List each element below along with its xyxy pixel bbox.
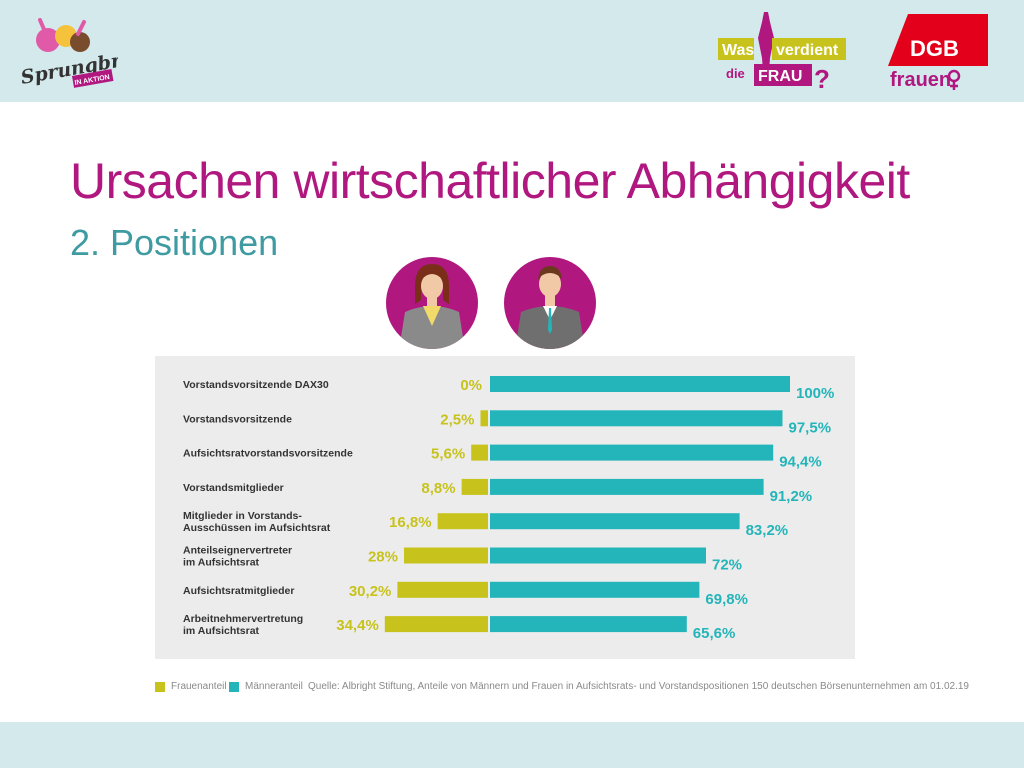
in-aktion-badge [72,69,114,88]
frau-badge [754,64,812,86]
raised-arms-icon [38,18,86,36]
legend-swatch-men [229,681,239,692]
category-label: Vorstandsvorsitzende [183,413,292,425]
was-text: Was [722,42,754,59]
chart-source-note: Quelle: Albright Stiftung, Anteile von M… [308,681,969,692]
category-label: im Aufsichtsrat [183,557,260,569]
legend-swatch-women [155,681,165,692]
bar-men [490,410,783,427]
data-label-men: 69,8% [705,591,748,608]
header-band [0,0,1024,102]
data-label-women: 30,2% [349,583,392,600]
frau-text: FRAU [758,68,802,85]
category-label: Arbeitnehmervertretung [183,613,303,625]
dgb-frauen-logo: DGB frauen [888,14,988,91]
businessman-avatar-icon [504,257,596,349]
female-symbol-icon [950,81,958,90]
category-label: im Aufsichtsrat [183,625,260,637]
legend-label-men: Männeranteil [245,681,303,692]
category-label: Anteilseignervertreter [183,545,292,557]
bar-women [471,444,488,461]
category-label: Vorstandsmitglieder [183,482,284,494]
bar-chart: Vorstandsvorsitzende DAX30 0% 100% Vorstand… [183,376,834,642]
data-label-women: 0% [460,377,482,394]
data-label-women: 5,6% [431,446,465,463]
legend-label-women: Frauenanteil [171,681,227,692]
slide-title: Ursachen wirtschaftlicher Abhängigkeit [70,153,910,209]
bar-men [490,547,706,564]
bar-women [397,581,488,598]
data-label-women: 16,8% [389,514,432,531]
category-label: Aufsichtsratmitglieder [183,585,294,597]
data-label-women: 28% [368,549,398,566]
bar-women [480,410,488,427]
data-label-women: 34,4% [336,617,379,634]
bar-men [490,581,700,598]
was-badge [718,38,754,60]
bar-men [490,616,687,633]
figure-head-icon [36,28,60,52]
businesswoman-avatar-icon [386,257,478,349]
dgb-text: DGB [910,36,959,61]
sprungbrett-logo: Sprungbrett IN AKTION [19,18,118,89]
data-label-men: 94,4% [779,454,822,471]
was-verdient-die-frau-logo: Was verdient die FRAU ? [718,12,846,94]
verdient-text: verdient [776,42,839,59]
chart-panel: Vorstandsvorsitzende DAX30 0% 100% Vorstand… [155,356,855,659]
bar-women [437,513,488,530]
legend-item-men: Männeranteil [229,681,303,692]
data-label-men: 91,2% [770,488,813,505]
data-label-women: 8,8% [421,480,455,497]
category-label: Ausschüssen im Aufsichtsrat [183,522,331,534]
data-label-women: 2,5% [440,411,474,428]
figure-head-icon [70,32,90,52]
bar-women [404,547,488,564]
data-label-men: 65,6% [693,625,736,642]
legend-item-women: Frauenanteil [155,681,227,692]
bar-men [490,513,740,530]
category-label: Aufsichtsratvorstandsvorsitzende [183,448,353,460]
bar-men [490,376,790,392]
slide-subtitle: 2. Positionen [70,222,279,263]
bar-women [384,616,488,633]
woman-silhouette-icon [758,12,774,86]
category-label: Vorstandsvorsitzende DAX30 [183,379,329,391]
bar-men [490,444,774,461]
question-mark-text: ? [814,64,830,94]
data-label-men: 72% [712,557,742,574]
data-label-men: 83,2% [746,522,789,539]
data-label-men: 100% [796,385,834,402]
dgb-red-flag-icon [888,14,988,66]
verdient-badge [772,38,846,60]
frauen-text: frauen [890,69,951,91]
data-label-men: 97,5% [789,419,832,436]
bar-men [490,478,764,495]
bar-women [461,478,488,495]
category-label: Mitglieder in Vorstands- [183,510,302,522]
die-text: die [726,66,745,81]
footer-band [0,722,1024,768]
